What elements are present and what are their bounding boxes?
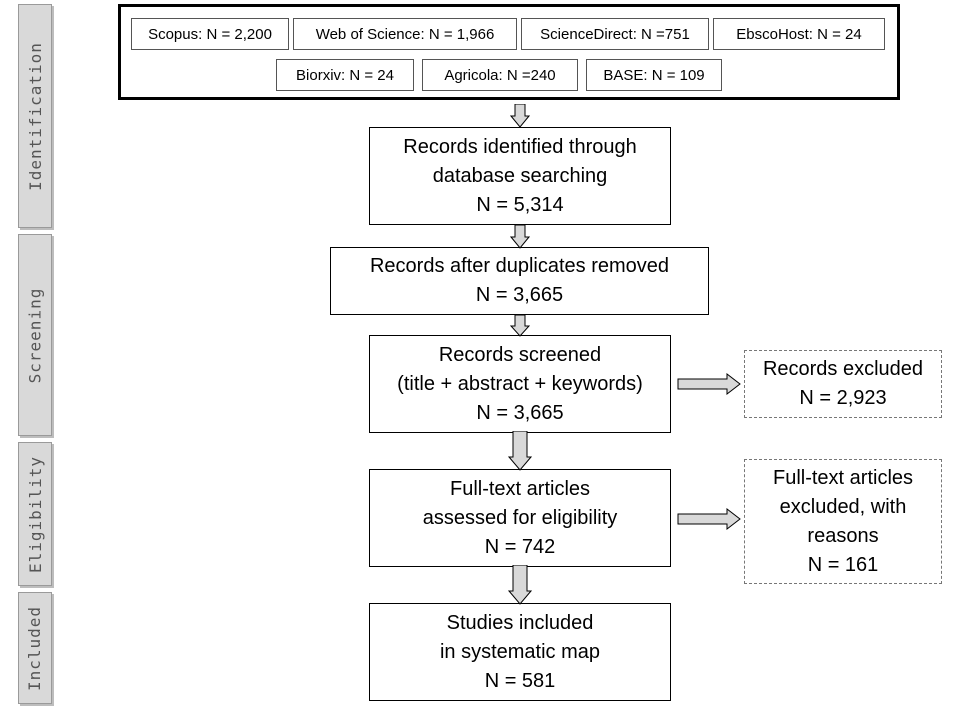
studies-included-line1: Studies included — [446, 611, 594, 634]
stage-included-tab: Included — [18, 592, 52, 704]
stage-identification-tab: Identification — [18, 4, 52, 228]
database-agricola: Agricola: N =240 — [422, 59, 578, 91]
records-screened-count: N = 3,665 — [476, 401, 564, 424]
database-base: BASE: N = 109 — [586, 59, 722, 91]
records-identified-line2: database searching — [432, 164, 608, 187]
duplicates-removed-count: N = 3,665 — [475, 284, 564, 306]
duplicates-removed-line1: Records after duplicates removed — [369, 255, 670, 277]
fulltext-excluded-line2: excluded, with — [779, 495, 907, 518]
database-sources-frame — [118, 4, 900, 100]
records-excluded-count: N = 2,923 — [799, 387, 887, 409]
duplicates-removed-box: Records after duplicates removed N = 3,6… — [330, 247, 709, 315]
stage-included-label: Included — [25, 605, 45, 691]
records-screened-line2: (title + abstract + keywords) — [397, 372, 643, 395]
records-identified-box: Records identified through database sear… — [369, 127, 671, 225]
database-sciencedirect: ScienceDirect: N =751 — [521, 18, 709, 50]
fulltext-excluded-line1: Full-text articles — [772, 466, 914, 489]
arrow-down-screened-to-fulltext — [508, 431, 532, 471]
stage-screening-tab: Screening — [18, 234, 52, 436]
stage-identification-label: Identification — [25, 41, 45, 191]
fulltext-assessed-line2: assessed for eligibility — [422, 506, 618, 529]
database-ebscohost: EbscoHost: N = 24 — [713, 18, 885, 50]
fulltext-assessed-line1: Full-text articles — [449, 477, 591, 500]
records-identified-line1: Records identified through — [403, 135, 637, 158]
fulltext-assessed-box: Full-text articles assessed for eligibil… — [369, 469, 671, 567]
stage-screening-label: Screening — [25, 287, 45, 383]
database-scopus: Scopus: N = 2,200 — [131, 18, 289, 50]
database-biorxiv: Biorxiv: N = 24 — [276, 59, 414, 91]
arrow-right-screened-to-excluded — [677, 373, 741, 395]
records-screened-box: Records screened (title + abstract + key… — [369, 335, 671, 433]
arrow-down-databases-to-identified — [510, 104, 530, 128]
fulltext-excluded-line3: reasons — [807, 524, 879, 547]
stage-eligibility-tab: Eligibility — [18, 442, 52, 586]
studies-included-count: N = 581 — [484, 669, 556, 692]
arrow-down-fulltext-to-included — [508, 565, 532, 605]
arrow-down-deduplicated-to-screened — [510, 315, 530, 337]
records-screened-line1: Records screened — [438, 343, 602, 366]
records-excluded-line1: Records excluded — [762, 358, 924, 380]
records-identified-count: N = 5,314 — [476, 193, 564, 216]
fulltext-excluded-count: N = 161 — [807, 553, 879, 576]
records-excluded-box: Records excluded N = 2,923 — [744, 350, 942, 418]
studies-included-line2: in systematic map — [439, 640, 601, 663]
stage-eligibility-label: Eligibility — [25, 455, 45, 573]
database-web-of-science: Web of Science: N = 1,966 — [293, 18, 517, 50]
arrow-right-fulltext-to-excluded — [677, 508, 741, 530]
fulltext-excluded-box: Full-text articles excluded, with reason… — [744, 459, 942, 584]
studies-included-box: Studies included in systematic map N = 5… — [369, 603, 671, 701]
fulltext-assessed-count: N = 742 — [484, 535, 556, 558]
arrow-down-identified-to-deduplicated — [510, 225, 530, 249]
